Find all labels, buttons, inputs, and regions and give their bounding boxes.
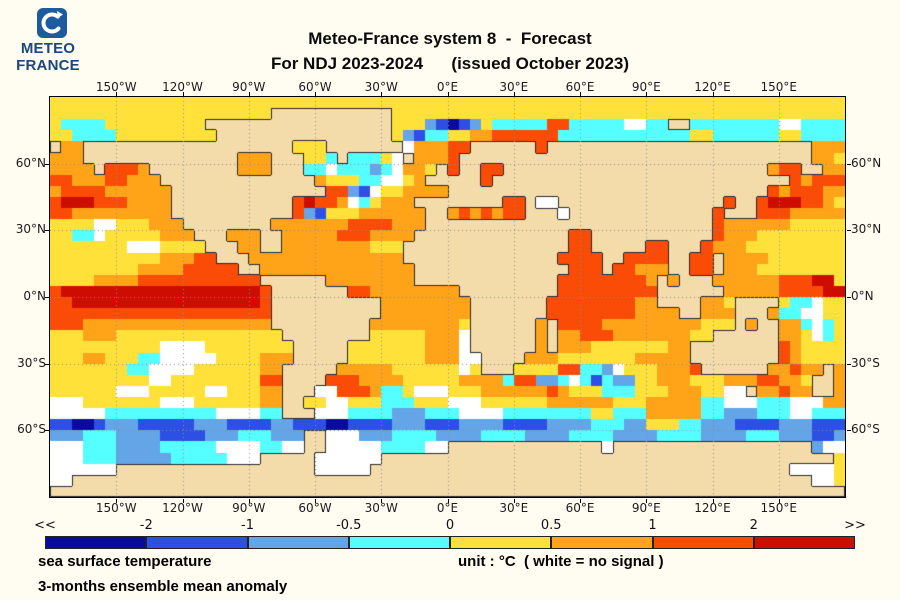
lat-tick-mark (45, 364, 49, 365)
colorbar-tick-label: 2 (749, 518, 758, 533)
lon-tick-label-bottom: 30°W (364, 501, 398, 515)
lon-tick-mark (713, 499, 714, 503)
lon-tick-mark (646, 92, 647, 96)
lat-tick-mark (847, 230, 851, 231)
lon-tick-mark (116, 92, 117, 96)
lon-tick-mark (713, 92, 714, 96)
colorbar-tick-label: -2 (139, 518, 153, 533)
lat-tick-label-right: 0°N (851, 289, 874, 303)
lon-tick-label-bottom: 120°W (162, 501, 203, 515)
lon-tick-label-top: 120°W (162, 80, 203, 94)
lon-tick-label-bottom: 60°E (565, 501, 595, 515)
lon-tick-mark (779, 499, 780, 503)
lon-tick-mark (448, 499, 449, 503)
lon-tick-mark (646, 499, 647, 503)
lon-tick-mark (580, 499, 581, 503)
lon-tick-label-top: 30°W (364, 80, 398, 94)
colorbar-segment (348, 536, 450, 549)
logo-text-france: FRANCE (16, 57, 80, 74)
lon-tick-mark (183, 92, 184, 96)
lon-tick-label-bottom: 0°E (436, 501, 459, 515)
meteo-france-logo-icon (41, 11, 63, 34)
lon-tick-label-bottom: 120°E (694, 501, 731, 515)
lat-tick-mark (45, 430, 49, 431)
lon-tick-mark (249, 92, 250, 96)
lon-tick-mark (381, 92, 382, 96)
lat-tick-label-left: 30°N (15, 222, 46, 237)
lat-tick-mark (45, 297, 49, 298)
lat-tick-mark (45, 230, 49, 231)
lat-tick-label-left: 0°N (23, 289, 46, 303)
lon-tick-label-top: 90°E (631, 80, 661, 94)
lat-tick-mark (847, 364, 851, 365)
lon-tick-label-top: 60°E (565, 80, 595, 94)
unit-label: unit : °C ( white = no signal ) (458, 553, 664, 570)
lon-tick-label-bottom: 90°W (232, 501, 266, 515)
lon-tick-label-top: 90°W (232, 80, 266, 94)
lat-tick-label-left: 60°S (17, 422, 46, 437)
lon-tick-mark (116, 499, 117, 503)
colorbar-segment (652, 536, 754, 549)
map-plot-area (49, 96, 846, 498)
lon-tick-mark (779, 92, 780, 96)
colorbar-tick-label: -0.5 (336, 518, 362, 533)
lat-tick-mark (847, 297, 851, 298)
lon-tick-mark (249, 499, 250, 503)
lon-tick-mark (514, 92, 515, 96)
page-title: Meteo-France system 8 - Forecast (308, 29, 592, 48)
lon-tick-mark (381, 499, 382, 503)
colorbar-segment (450, 536, 552, 549)
lat-tick-label-left: 30°S (17, 355, 46, 370)
lon-tick-mark (315, 92, 316, 96)
lon-tick-label-top: 150°E (760, 80, 798, 94)
lat-tick-mark (847, 164, 851, 165)
colorbar-segment (551, 536, 653, 549)
lon-tick-label-top: 120°E (694, 80, 731, 94)
lon-tick-mark (580, 92, 581, 96)
colorbar-tick-label: 0.5 (540, 518, 562, 533)
lon-tick-label-top: 30°E (499, 80, 529, 94)
lon-tick-label-top: 0°E (436, 80, 459, 94)
colorbar-tick-label: << (34, 518, 56, 533)
world-sst-anomaly-map (50, 97, 845, 497)
statistic-label: 3-months ensemble mean anomaly (38, 578, 288, 595)
lon-tick-label-bottom: 30°E (499, 501, 529, 515)
lat-tick-mark (45, 164, 49, 165)
colorbar-tick-label: 1 (648, 518, 657, 533)
lat-tick-label-right: 60°N (851, 155, 882, 170)
logo-text-meteo: METEO (20, 40, 76, 57)
lon-tick-label-bottom: 90°E (631, 501, 661, 515)
lat-tick-label-left: 60°N (15, 155, 46, 170)
lon-tick-label-bottom: 150°E (760, 501, 798, 515)
lon-tick-mark (315, 499, 316, 503)
variable-label: sea surface temperature (38, 553, 212, 570)
lon-tick-mark (183, 499, 184, 503)
lat-tick-label-right: 30°S (851, 355, 880, 370)
lon-tick-label-top: 150°W (95, 80, 137, 94)
colorbar-segment (146, 536, 248, 549)
lon-tick-label-top: 60°W (298, 80, 332, 94)
lon-tick-mark (448, 92, 449, 96)
lat-tick-mark (847, 430, 851, 431)
lon-tick-mark (514, 499, 515, 503)
colorbar-segment (45, 536, 147, 549)
meteo-france-logo (37, 8, 67, 38)
lat-tick-label-right: 30°N (851, 222, 882, 237)
colorbar-segment (753, 536, 855, 549)
colorbar-tick-label: >> (844, 518, 866, 533)
lon-tick-label-bottom: 150°W (95, 501, 137, 515)
page-subtitle: For NDJ 2023-2024 (issued October 2023) (270, 54, 630, 73)
colorbar-segment (247, 536, 349, 549)
colorbar-tick-label: -1 (241, 518, 254, 533)
lon-tick-label-bottom: 60°W (298, 501, 332, 515)
lat-tick-label-right: 60°S (851, 422, 880, 437)
colorbar-tick-label: 0 (445, 518, 455, 533)
